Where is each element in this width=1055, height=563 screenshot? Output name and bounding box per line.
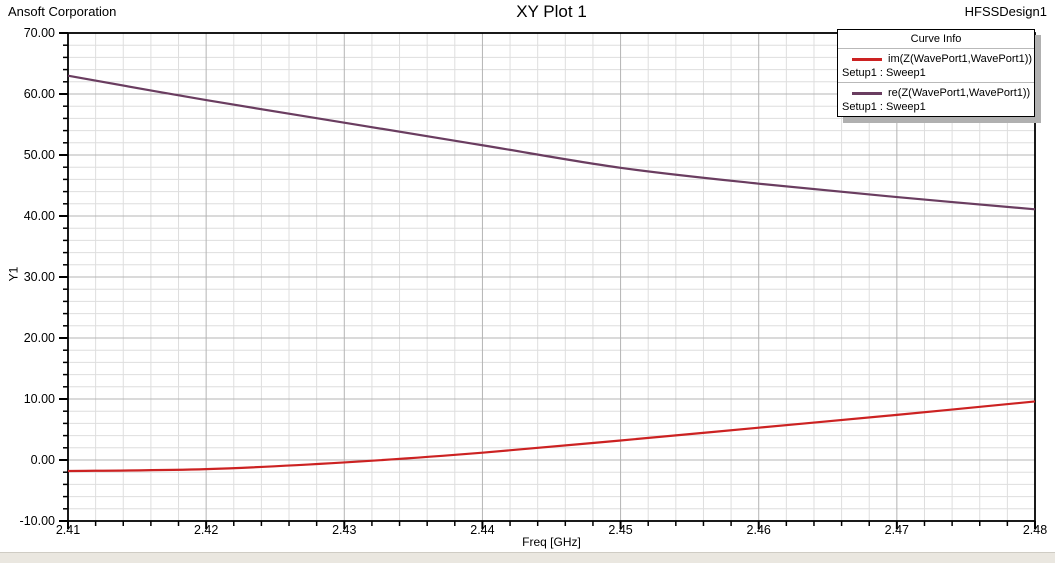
y-tick-label: 60.00 — [24, 87, 55, 101]
re-curve-sweep-label: Setup1 : Sweep1 — [842, 101, 926, 113]
x-tick-label: 2.44 — [470, 523, 494, 537]
plot-title: XY Plot 1 — [516, 2, 587, 21]
re-curve-label: re(Z(WavePort1,WavePort1)) — [888, 87, 1031, 99]
legend-title: Curve Info — [838, 30, 1034, 49]
x-tick-label: 2.43 — [332, 523, 356, 537]
design-name-label: HFSSDesign1 — [964, 4, 1047, 19]
x-tick-label: 2.42 — [194, 523, 218, 537]
x-tick-label: 2.46 — [747, 523, 771, 537]
x-tick-label: 2.41 — [56, 523, 80, 537]
y-tick-label: 70.00 — [24, 26, 55, 40]
y-tick-label: 10.00 — [24, 392, 55, 406]
legend-separator — [838, 82, 1034, 83]
im-curve-sweep-label: Setup1 : Sweep1 — [842, 67, 926, 79]
re-curve-swatch — [852, 91, 882, 95]
axis-ticks — [59, 32, 1036, 529]
im-impedance-curve[interactable] — [67, 400, 1036, 473]
y-tick-label: 0.00 — [31, 453, 55, 467]
re-impedance-curve[interactable] — [67, 74, 1036, 211]
x-tick-label: 2.45 — [608, 523, 632, 537]
y-tick-label: 30.00 — [24, 270, 55, 284]
corporation-label: Ansoft Corporation — [8, 4, 117, 19]
y-tick-label: -10.00 — [20, 514, 55, 528]
plot-border — [67, 32, 1036, 522]
y-tick-label: 40.00 — [24, 209, 55, 223]
im-curve-label: im(Z(WavePort1,WavePort1)) — [888, 53, 1033, 65]
tick-labels: 70.00 60.00 50.00 40.00 30.00 20.00 10.00 0.00 -… — [20, 26, 1048, 537]
legend-entry-im: im(Z(WavePort1,WavePort1)) Setup1 : Swee… — [838, 49, 1034, 82]
x-tick-label: 2.48 — [1023, 523, 1047, 537]
status-strip — [0, 552, 1055, 563]
y-tick-label: 50.00 — [24, 148, 55, 162]
legend-entry-re: re(Z(WavePort1,WavePort1)) Setup1 : Swee… — [838, 83, 1034, 116]
y-axis-title: Y1 — [6, 266, 21, 282]
legend[interactable]: Curve Info im(Z(WavePort1,WavePort1)) Se… — [837, 29, 1035, 117]
y-tick-label: 20.00 — [24, 331, 55, 345]
im-curve-swatch — [852, 57, 882, 61]
x-tick-label: 2.47 — [885, 523, 909, 537]
x-axis-title: Freq [GHz] — [522, 535, 581, 549]
